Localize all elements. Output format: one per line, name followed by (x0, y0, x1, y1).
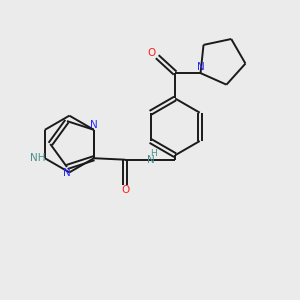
Text: N: N (147, 155, 154, 165)
Text: H: H (150, 148, 156, 158)
Text: N: N (197, 61, 204, 71)
Text: O: O (148, 48, 156, 58)
Text: N: N (63, 168, 71, 178)
Text: O: O (121, 185, 129, 196)
Text: NH: NH (31, 153, 46, 163)
Text: N: N (90, 120, 98, 130)
